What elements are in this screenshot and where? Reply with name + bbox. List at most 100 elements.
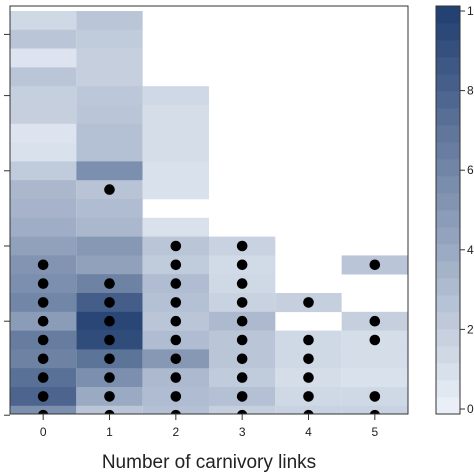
observed-point [237,409,248,414]
observed-point [37,372,49,383]
colorbar-segment [436,142,460,160]
observed-point [170,409,181,414]
heatmap-cell [76,236,143,256]
observed-point [170,259,182,271]
observed-point [369,409,380,414]
heatmap-cell [76,48,143,68]
plot-frame [9,5,409,415]
heatmap-cell [142,405,209,414]
heatmap-cell [76,142,143,162]
observed-point [37,334,49,346]
heatmap-cell [76,11,143,31]
observed-point [37,278,49,289]
heatmap-cell [76,405,143,414]
x-tick-label: 1 [106,425,113,439]
observed-point [104,391,115,402]
observed-point [170,391,182,402]
colorbar-segment [436,108,460,126]
x-tick-label: 0 [40,425,47,439]
heatmap-cell [76,199,143,219]
observed-point [37,391,49,402]
colorbar-segment [436,40,460,58]
observed-point [369,391,381,402]
observed-point [37,259,49,271]
colorbar-tick-label: 0 [467,402,474,416]
colorbar-segment [436,227,460,245]
observed-point [38,409,49,414]
heatmap-cell [10,161,77,181]
observed-point [170,315,182,327]
observed-point [170,372,182,383]
observed-point [236,297,248,308]
colorbar-segment [436,57,460,75]
colorbar-segment [436,176,460,194]
colorbar-segment [436,346,460,364]
colorbar-segment [436,329,460,347]
x-tick-label: 2 [172,425,179,439]
heatmap-cell [76,217,143,237]
heatmap-cell [142,86,209,106]
observed-point [236,240,248,252]
heatmap-cell [10,405,77,414]
x-tick-label: 5 [371,425,378,439]
heatmap-cell [10,105,77,125]
heatmap-cell [76,67,143,87]
heatmap-cell [10,199,77,219]
colorbar-segment [436,397,460,415]
heatmap-cell [10,86,77,106]
observed-point [104,409,115,414]
observed-point [170,353,182,365]
heatmap-cell [10,236,77,256]
colorbar-frame [435,5,461,415]
observed-point [369,315,381,327]
observed-point [303,334,314,346]
observed-point [303,353,314,365]
heatmap-cell [76,161,143,181]
observed-point [104,315,115,327]
colorbar-segment [436,244,460,262]
observed-point [37,315,49,327]
colorbar-tick-label: 20 [467,322,474,336]
x-tick-label: 4 [305,425,312,439]
colorbar-segment [436,261,460,279]
colorbar-segment [436,278,460,296]
observed-point [236,278,248,289]
observed-point [303,409,314,414]
colorbar-segment [436,91,460,109]
colorbar-segment [436,380,460,398]
heatmap-cell [10,48,77,68]
heatmap-cell [142,105,209,125]
y-axis-ticks [4,33,10,416]
observed-point [104,184,115,195]
observed-point [170,240,182,252]
colorbar-segment [436,159,460,177]
heatmap-cell [10,11,77,31]
observed-point [104,334,115,346]
heatmap-cell [142,161,209,181]
heatmap-cell [275,405,342,414]
heatmap-cell [76,29,143,49]
observed-point [37,353,49,365]
x-axis: 0 1 2 3 4 5 [40,414,378,439]
colorbar-segment [436,295,460,313]
observed-point [236,372,248,383]
heatmap-cell [142,142,209,162]
colorbar-segment [436,74,460,92]
heatmap-cell [10,217,77,237]
heatmap-cell [76,105,143,125]
heatmap-cells [10,11,408,414]
observed-points [37,184,381,414]
colorbar-segment [436,363,460,381]
observed-point [236,353,248,365]
colorbar-segment [436,125,460,143]
colorbar-segment [436,193,460,211]
colorbar-tick-label: 60 [467,163,474,177]
colorbar: 0 20 40 60 80 100 [435,4,474,416]
heatmap-cell [10,142,77,162]
observed-point [104,278,115,289]
observed-point [369,259,381,271]
heatmap-cell [341,405,408,414]
observed-point [236,315,248,327]
observed-point [303,372,314,383]
observed-point [236,391,248,402]
